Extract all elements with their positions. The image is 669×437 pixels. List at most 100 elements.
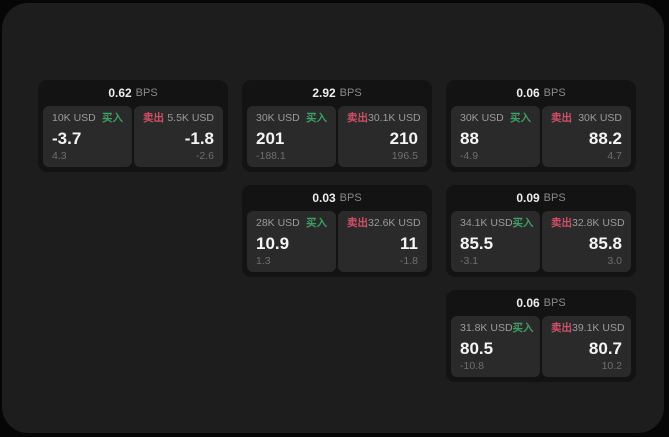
- buy-amount: 28K USD: [256, 217, 300, 229]
- buy-side-label: 买入: [102, 112, 123, 124]
- sell-price: 88.2: [588, 128, 622, 148]
- sell-amount: 30.1K USD: [368, 112, 421, 124]
- sell-tile-header: 卖出 32.8K USD: [551, 217, 625, 229]
- buy-side-label: 买入: [306, 217, 327, 229]
- buy-side-label: 买入: [512, 322, 534, 334]
- buy-tile-header: 31.8K USD 买入: [460, 322, 534, 334]
- sell-tile-header: 卖出 30.1K USD: [347, 112, 421, 124]
- sell-amount: 5.5K USD: [167, 112, 214, 124]
- sell-delta: -1.8: [399, 254, 418, 267]
- bps-value: 0.06: [516, 86, 540, 100]
- sell-side-label: 卖出: [551, 217, 572, 229]
- buy-side-label: 买入: [510, 112, 531, 124]
- buy-delta: -3.1: [460, 254, 479, 267]
- buy-delta: -188.1: [256, 149, 286, 162]
- sell-side-label: 卖出: [347, 217, 368, 229]
- sell-tile[interactable]: 卖出 32.8K USD 85.8 3.0: [542, 211, 631, 272]
- buy-price: 85.5: [460, 233, 494, 253]
- buy-delta: -10.8: [460, 359, 484, 372]
- card-header: 2.92 BPS: [242, 80, 432, 106]
- bps-label: BPS: [543, 297, 566, 309]
- quote-card-grid: 0.62 BPS 10K USD 买入 -3.7 4.3 卖出 5.5K USD…: [38, 80, 636, 382]
- buy-price: 88: [460, 128, 479, 148]
- buy-side-label: 买入: [306, 112, 327, 124]
- buy-amount: 30K USD: [256, 112, 300, 124]
- buy-tile-header: 10K USD 买入: [52, 113, 123, 124]
- buy-price: -3.7: [52, 128, 82, 148]
- buy-tile[interactable]: 34.1K USD 买入 85.5 -3.1: [451, 211, 540, 272]
- bps-label: BPS: [543, 87, 566, 99]
- sell-amount: 39.1K USD: [572, 322, 625, 334]
- card-header: 0.62 BPS: [38, 80, 228, 106]
- buy-price: 201: [256, 128, 285, 148]
- quote-card: 2.92 BPS 30K USD 买入 201 -188.1 卖出 30.1K …: [242, 80, 432, 172]
- buy-tile[interactable]: 30K USD 买入 201 -188.1: [247, 106, 336, 167]
- sell-side-label: 卖出: [551, 322, 572, 334]
- buy-tile-header: 28K USD 买入: [256, 218, 327, 229]
- sell-tile[interactable]: 卖出 30K USD 88.2 4.7: [542, 106, 631, 167]
- buy-price: 80.5: [460, 338, 494, 358]
- sell-price: 11: [400, 233, 418, 253]
- quote-card: 0.06 BPS 30K USD 买入 88 -4.9 卖出 30K USD 8…: [446, 80, 636, 172]
- quote-tiles: 31.8K USD 买入 80.5 -10.8 卖出 39.1K USD 80.…: [446, 316, 636, 382]
- quote-tiles: 30K USD 买入 201 -188.1 卖出 30.1K USD 210 1…: [242, 106, 432, 172]
- sell-delta: 4.7: [607, 149, 622, 162]
- bps-value: 0.09: [516, 191, 540, 205]
- card-header: 0.06 BPS: [446, 290, 636, 316]
- quote-card: 0.09 BPS 34.1K USD 买入 85.5 -3.1 卖出 32.8K…: [446, 185, 636, 277]
- bps-label: BPS: [135, 87, 158, 99]
- buy-tile[interactable]: 28K USD 买入 10.9 1.3: [247, 211, 336, 272]
- sell-delta: 10.2: [601, 359, 622, 372]
- buy-amount: 34.1K USD: [460, 217, 513, 229]
- sell-amount: 32.8K USD: [572, 217, 625, 229]
- buy-tile-header: 30K USD 买入: [256, 113, 327, 124]
- buy-tile[interactable]: 10K USD 买入 -3.7 4.3: [43, 106, 132, 167]
- buy-price: 10.9: [256, 233, 290, 253]
- quote-tiles: 28K USD 买入 10.9 1.3 卖出 32.6K USD 11 -1.8: [242, 211, 432, 277]
- buy-amount: 30K USD: [460, 112, 504, 124]
- quote-card: 0.06 BPS 31.8K USD 买入 80.5 -10.8 卖出 39.1…: [446, 290, 636, 382]
- buy-tile-header: 30K USD 买入: [460, 113, 531, 124]
- quote-card: 0.03 BPS 28K USD 买入 10.9 1.3 卖出 32.6K US…: [242, 185, 432, 277]
- sell-tile-header: 卖出 32.6K USD: [347, 217, 421, 229]
- sell-price: 210: [389, 128, 418, 148]
- buy-tile-header: 34.1K USD 买入: [460, 217, 534, 229]
- sell-delta: -2.6: [195, 149, 214, 162]
- bps-value: 0.03: [312, 191, 336, 205]
- buy-delta: 1.3: [256, 254, 271, 267]
- buy-delta: 4.3: [52, 149, 67, 162]
- card-header: 0.09 BPS: [446, 185, 636, 211]
- sell-tile[interactable]: 卖出 39.1K USD 80.7 10.2: [542, 316, 631, 377]
- buy-delta: -4.9: [460, 149, 479, 162]
- quote-card: 0.62 BPS 10K USD 买入 -3.7 4.3 卖出 5.5K USD…: [38, 80, 228, 172]
- sell-tile-header: 卖出 30K USD: [551, 113, 622, 124]
- bps-label: BPS: [339, 87, 362, 99]
- sell-tile-header: 卖出 5.5K USD: [143, 113, 214, 124]
- sell-price: 80.7: [588, 338, 622, 358]
- buy-side-label: 买入: [512, 217, 534, 229]
- bps-label: BPS: [543, 192, 566, 204]
- sell-tile[interactable]: 卖出 32.6K USD 11 -1.8: [338, 211, 427, 272]
- sell-delta: 3.0: [607, 254, 622, 267]
- quote-tiles: 30K USD 买入 88 -4.9 卖出 30K USD 88.2 4.7: [446, 106, 636, 172]
- sell-price: -1.8: [184, 128, 214, 148]
- bps-value: 0.06: [516, 296, 540, 310]
- sell-amount: 32.6K USD: [368, 217, 421, 229]
- card-header: 0.03 BPS: [242, 185, 432, 211]
- sell-tile[interactable]: 卖出 5.5K USD -1.8 -2.6: [134, 106, 223, 167]
- sell-side-label: 卖出: [551, 112, 572, 124]
- card-header: 0.06 BPS: [446, 80, 636, 106]
- sell-side-label: 卖出: [143, 112, 164, 124]
- buy-amount: 10K USD: [52, 112, 96, 124]
- buy-tile[interactable]: 31.8K USD 买入 80.5 -10.8: [451, 316, 540, 377]
- sell-side-label: 卖出: [347, 112, 368, 124]
- sell-tile-header: 卖出 39.1K USD: [551, 322, 625, 334]
- bps-label: BPS: [339, 192, 362, 204]
- quote-tiles: 34.1K USD 买入 85.5 -3.1 卖出 32.8K USD 85.8…: [446, 211, 636, 277]
- bps-value: 2.92: [312, 86, 336, 100]
- buy-tile[interactable]: 30K USD 买入 88 -4.9: [451, 106, 540, 167]
- buy-amount: 31.8K USD: [460, 322, 513, 334]
- bps-value: 0.62: [108, 86, 132, 100]
- quote-tiles: 10K USD 买入 -3.7 4.3 卖出 5.5K USD -1.8 -2.…: [38, 106, 228, 172]
- sell-tile[interactable]: 卖出 30.1K USD 210 196.5: [338, 106, 427, 167]
